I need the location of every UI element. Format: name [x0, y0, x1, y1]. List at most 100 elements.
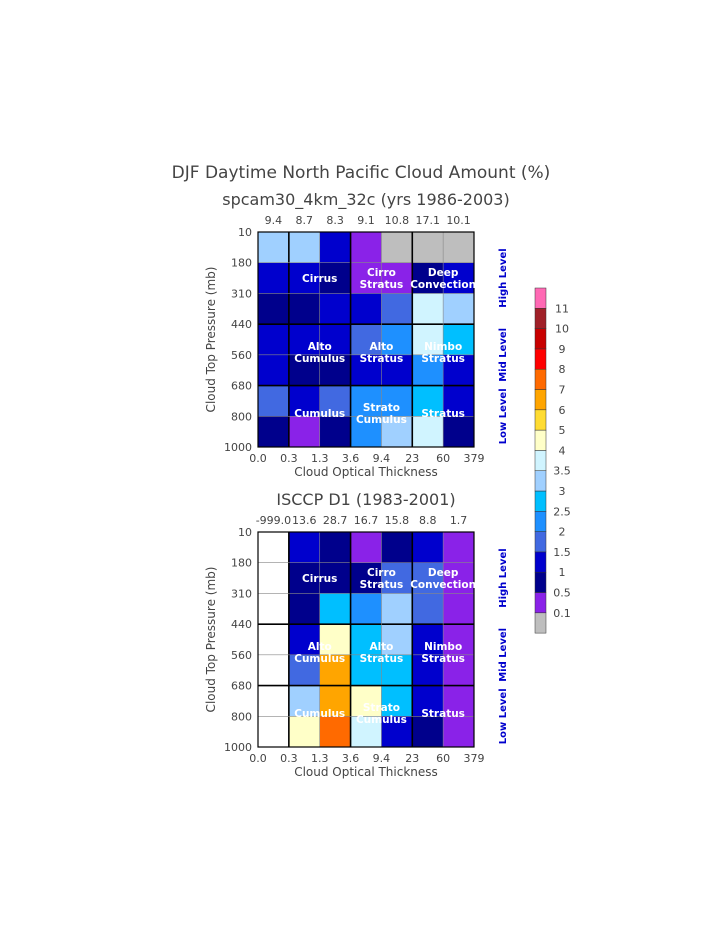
heatmap-cell: [412, 716, 444, 748]
heatmap-cell: [381, 654, 413, 686]
heatmap-cell: [258, 416, 290, 448]
heatmap-cell: [443, 532, 475, 564]
heatmap-cell: [443, 385, 475, 417]
heatmap-cell: [350, 654, 382, 686]
x-tick-label: 60: [436, 452, 450, 465]
main-title: DJF Daytime North Pacific Cloud Amount (…: [172, 163, 551, 183]
heatmap-cell: [319, 685, 351, 717]
x-tick-label: 3.6: [342, 452, 360, 465]
heatmap-cell: [258, 716, 290, 748]
y-tick-label: 10: [238, 226, 252, 239]
column-total: 17.1: [415, 214, 440, 227]
heatmap-cell: [443, 324, 475, 356]
column-total: 9.4: [265, 214, 283, 227]
y-tick-label: 800: [231, 410, 252, 423]
x-tick-label: 1.3: [311, 752, 329, 765]
colorbar-swatch: [534, 592, 547, 614]
column-total: 28.7: [323, 514, 348, 527]
y-tick-label: 180: [231, 257, 252, 270]
heatmap-cell: [288, 716, 321, 748]
heatmap-cell: [350, 624, 382, 656]
heatmap-cell: [443, 562, 475, 594]
colorbar-label: 2: [559, 526, 566, 539]
heatmap-cell: [319, 593, 351, 625]
level-label: Mid Level: [498, 628, 509, 682]
heatmap-cell: [288, 416, 321, 448]
x-tick-label: 60: [436, 752, 450, 765]
colorbar-label: 3: [559, 485, 566, 498]
y-tick-label: 310: [231, 587, 252, 600]
heatmap-cell: [319, 262, 351, 294]
colorbar-swatch: [534, 308, 547, 329]
heatmap-cell: [443, 232, 475, 264]
heatmap-cell: [443, 685, 475, 717]
column-total: 15.8: [385, 514, 410, 527]
colorbar-label: 8: [559, 363, 566, 376]
colorbar-swatch: [534, 287, 547, 309]
colorbar-label: 6: [559, 404, 566, 417]
cloud-type-label: Alto Stratus: [360, 341, 404, 365]
x-tick-label: 9.4: [373, 752, 391, 765]
cloud-type-label: Alto Cumulus: [294, 641, 345, 665]
heatmap-cell: [381, 232, 413, 264]
heatmap-cell: [288, 685, 321, 717]
panel-title: ISCCP D1 (1983-2001): [276, 490, 455, 509]
heatmap-cell: [288, 354, 321, 386]
cloud-type-label: Deep Convection: [410, 267, 476, 291]
heatmap-cell: [350, 232, 382, 264]
heatmap-cell: [412, 232, 444, 264]
heatmap-cell: [381, 532, 413, 564]
heatmap-cell: [350, 562, 382, 594]
heatmap-cell: [412, 562, 444, 594]
heatmap-cell: [258, 262, 290, 294]
cloud-type-label: Alto Cumulus: [294, 341, 345, 365]
cloud-type-label: Stratus: [421, 408, 465, 420]
heatmap-cell: [319, 324, 351, 356]
heatmap-cell: [288, 293, 321, 325]
heatmap-cell: [258, 685, 290, 717]
heatmap-cell: [258, 293, 290, 325]
x-axis-label: Cloud Optical Thickness: [294, 465, 438, 479]
cloud-type-label: Cumulus: [294, 708, 345, 720]
x-tick-label: 379: [464, 752, 485, 765]
heatmap-cell: [412, 654, 444, 686]
heatmap-cell: [350, 416, 382, 448]
heatmap-cell: [412, 354, 444, 386]
cloud-type-label: Cirrus: [302, 273, 337, 285]
colorbar-label: 1.5: [553, 546, 571, 559]
cloud-type-label: Stratus: [421, 708, 465, 720]
heatmap-cell: [381, 262, 413, 294]
y-tick-label: 560: [231, 649, 252, 662]
heatmap-cell: [412, 293, 444, 325]
x-tick-label: 0.3: [280, 452, 298, 465]
colorbar-label: 9: [559, 343, 566, 356]
heatmap-cell: [350, 262, 382, 294]
column-total: 10.1: [446, 214, 471, 227]
column-total: 13.6: [292, 514, 317, 527]
heatmap-cell: [258, 232, 290, 264]
heatmap-cell: [319, 532, 351, 564]
heatmap-cell: [350, 354, 382, 386]
y-tick-label: 1000: [224, 441, 252, 454]
heatmap-cell: [412, 685, 444, 717]
colorbar-label: 0.1: [553, 607, 571, 620]
heatmap-cell: [381, 385, 413, 417]
column-total: 8.8: [419, 514, 437, 527]
colorbar-label: 10: [555, 323, 569, 336]
colorbar-swatch: [534, 409, 547, 431]
heatmap-cell: [350, 716, 382, 748]
heatmap-cell: [381, 324, 413, 356]
heatmap-cell: [350, 685, 382, 717]
heatmap-cell: [381, 593, 413, 625]
heatmap-cell: [350, 293, 382, 325]
heatmap-cell: [258, 593, 290, 625]
heatmap-cell: [258, 562, 290, 594]
heatmap-cell: [288, 654, 321, 686]
heatmap-cell: [381, 716, 413, 748]
colorbar-swatch: [534, 531, 547, 553]
colorbar-swatch: [534, 490, 547, 512]
x-tick-label: 0.3: [280, 752, 298, 765]
column-total: 10.8: [385, 214, 410, 227]
heatmap-cell: [258, 354, 290, 386]
heatmap-cell: [412, 385, 444, 417]
